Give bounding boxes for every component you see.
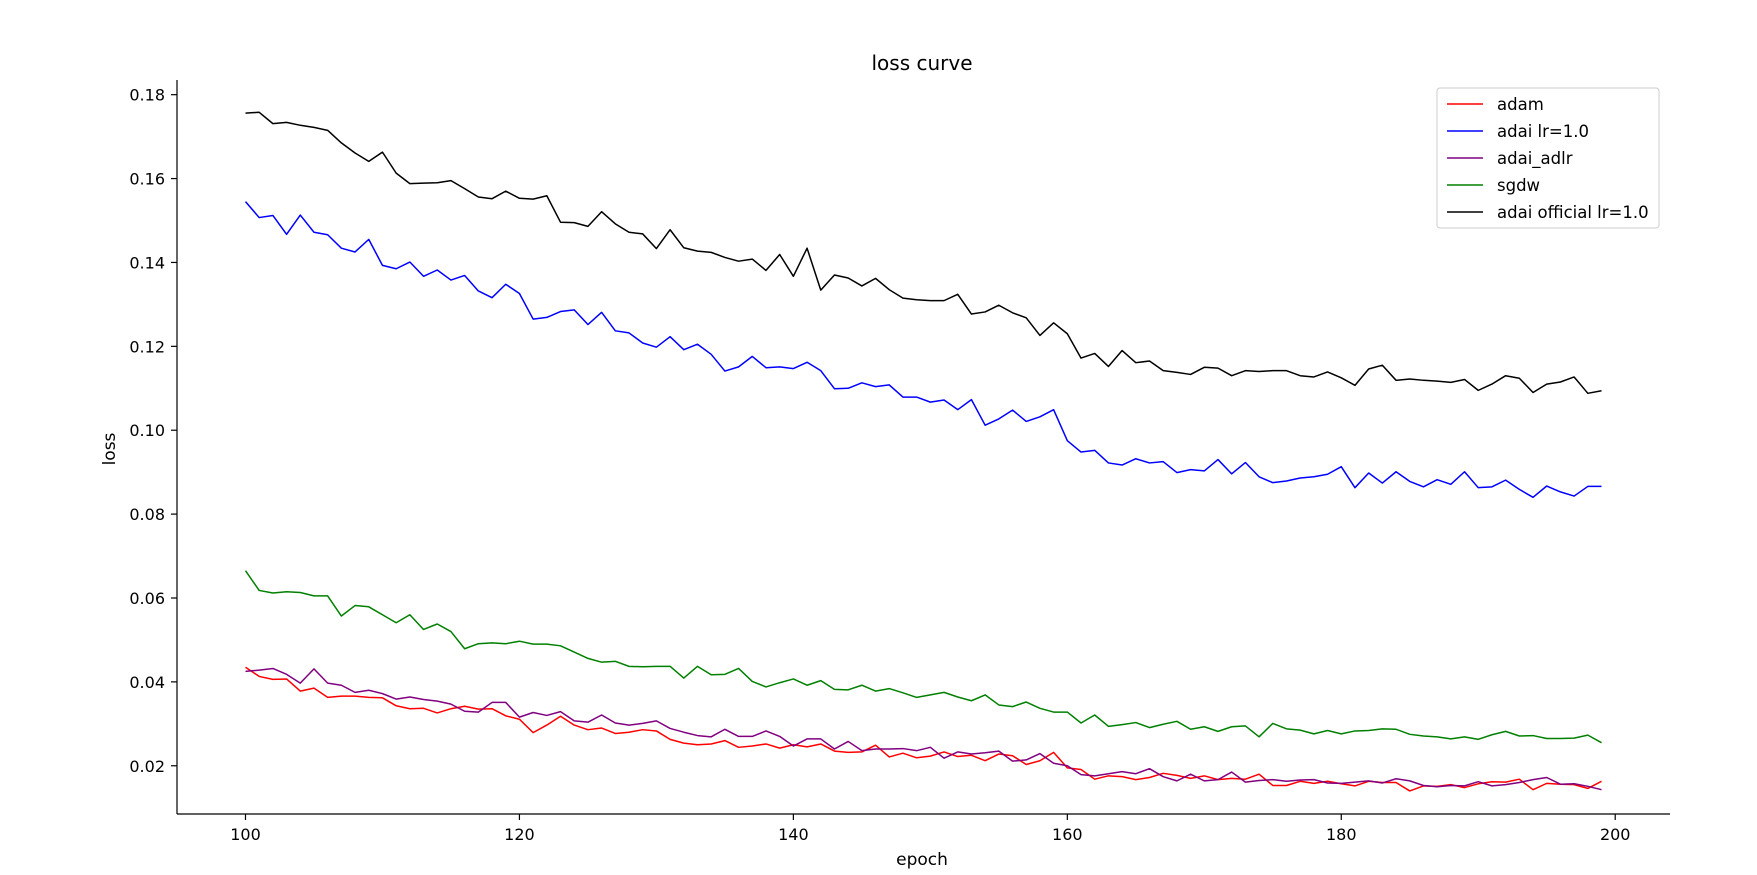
legend-label-0: adam <box>1497 95 1544 114</box>
x-ticks: 100 120 140 160 180 200 <box>230 814 1630 844</box>
x-axis-label: epoch <box>896 850 948 870</box>
series-line-0 <box>245 666 1602 792</box>
legend-label-2: adai_adlr <box>1497 149 1573 169</box>
x-tick-label: 100 <box>230 825 261 844</box>
x-tick-label: 160 <box>1052 825 1083 844</box>
y-tick-label: 0.06 <box>129 589 165 608</box>
y-tick-label: 0.18 <box>129 86 165 105</box>
series-line-4 <box>245 111 1602 395</box>
y-tick-label: 0.14 <box>129 253 165 272</box>
x-tick-label: 180 <box>1326 825 1357 844</box>
y-tick-label: 0.12 <box>129 337 165 356</box>
series-line-3 <box>244 570 1602 744</box>
y-tick-label: 0.02 <box>129 757 165 776</box>
x-tick-label: 120 <box>504 825 535 844</box>
plot-series <box>244 111 1602 792</box>
x-tick-label: 140 <box>778 825 809 844</box>
series-line-2 <box>245 667 1602 791</box>
y-tick-label: 0.08 <box>129 505 165 524</box>
x-tick-label: 200 <box>1600 825 1631 844</box>
legend-frame <box>1436 87 1660 229</box>
legend-label-3: sgdw <box>1497 176 1540 195</box>
y-ticks: 0.02 0.04 0.06 0.08 0.10 0.12 0.14 0.16 0.18 <box>129 86 177 776</box>
legend-label-1: adai lr=1.0 <box>1497 122 1589 141</box>
y-tick-label: 0.16 <box>129 170 165 189</box>
series-line-1 <box>244 201 1602 499</box>
y-tick-label: 0.10 <box>129 421 165 440</box>
axes <box>176 80 1670 815</box>
chart-title: loss curve <box>871 51 972 75</box>
y-axis-label: loss <box>100 432 120 465</box>
legend-label-4: adai official lr=1.0 <box>1497 203 1649 222</box>
y-tick-label: 0.04 <box>129 673 165 692</box>
